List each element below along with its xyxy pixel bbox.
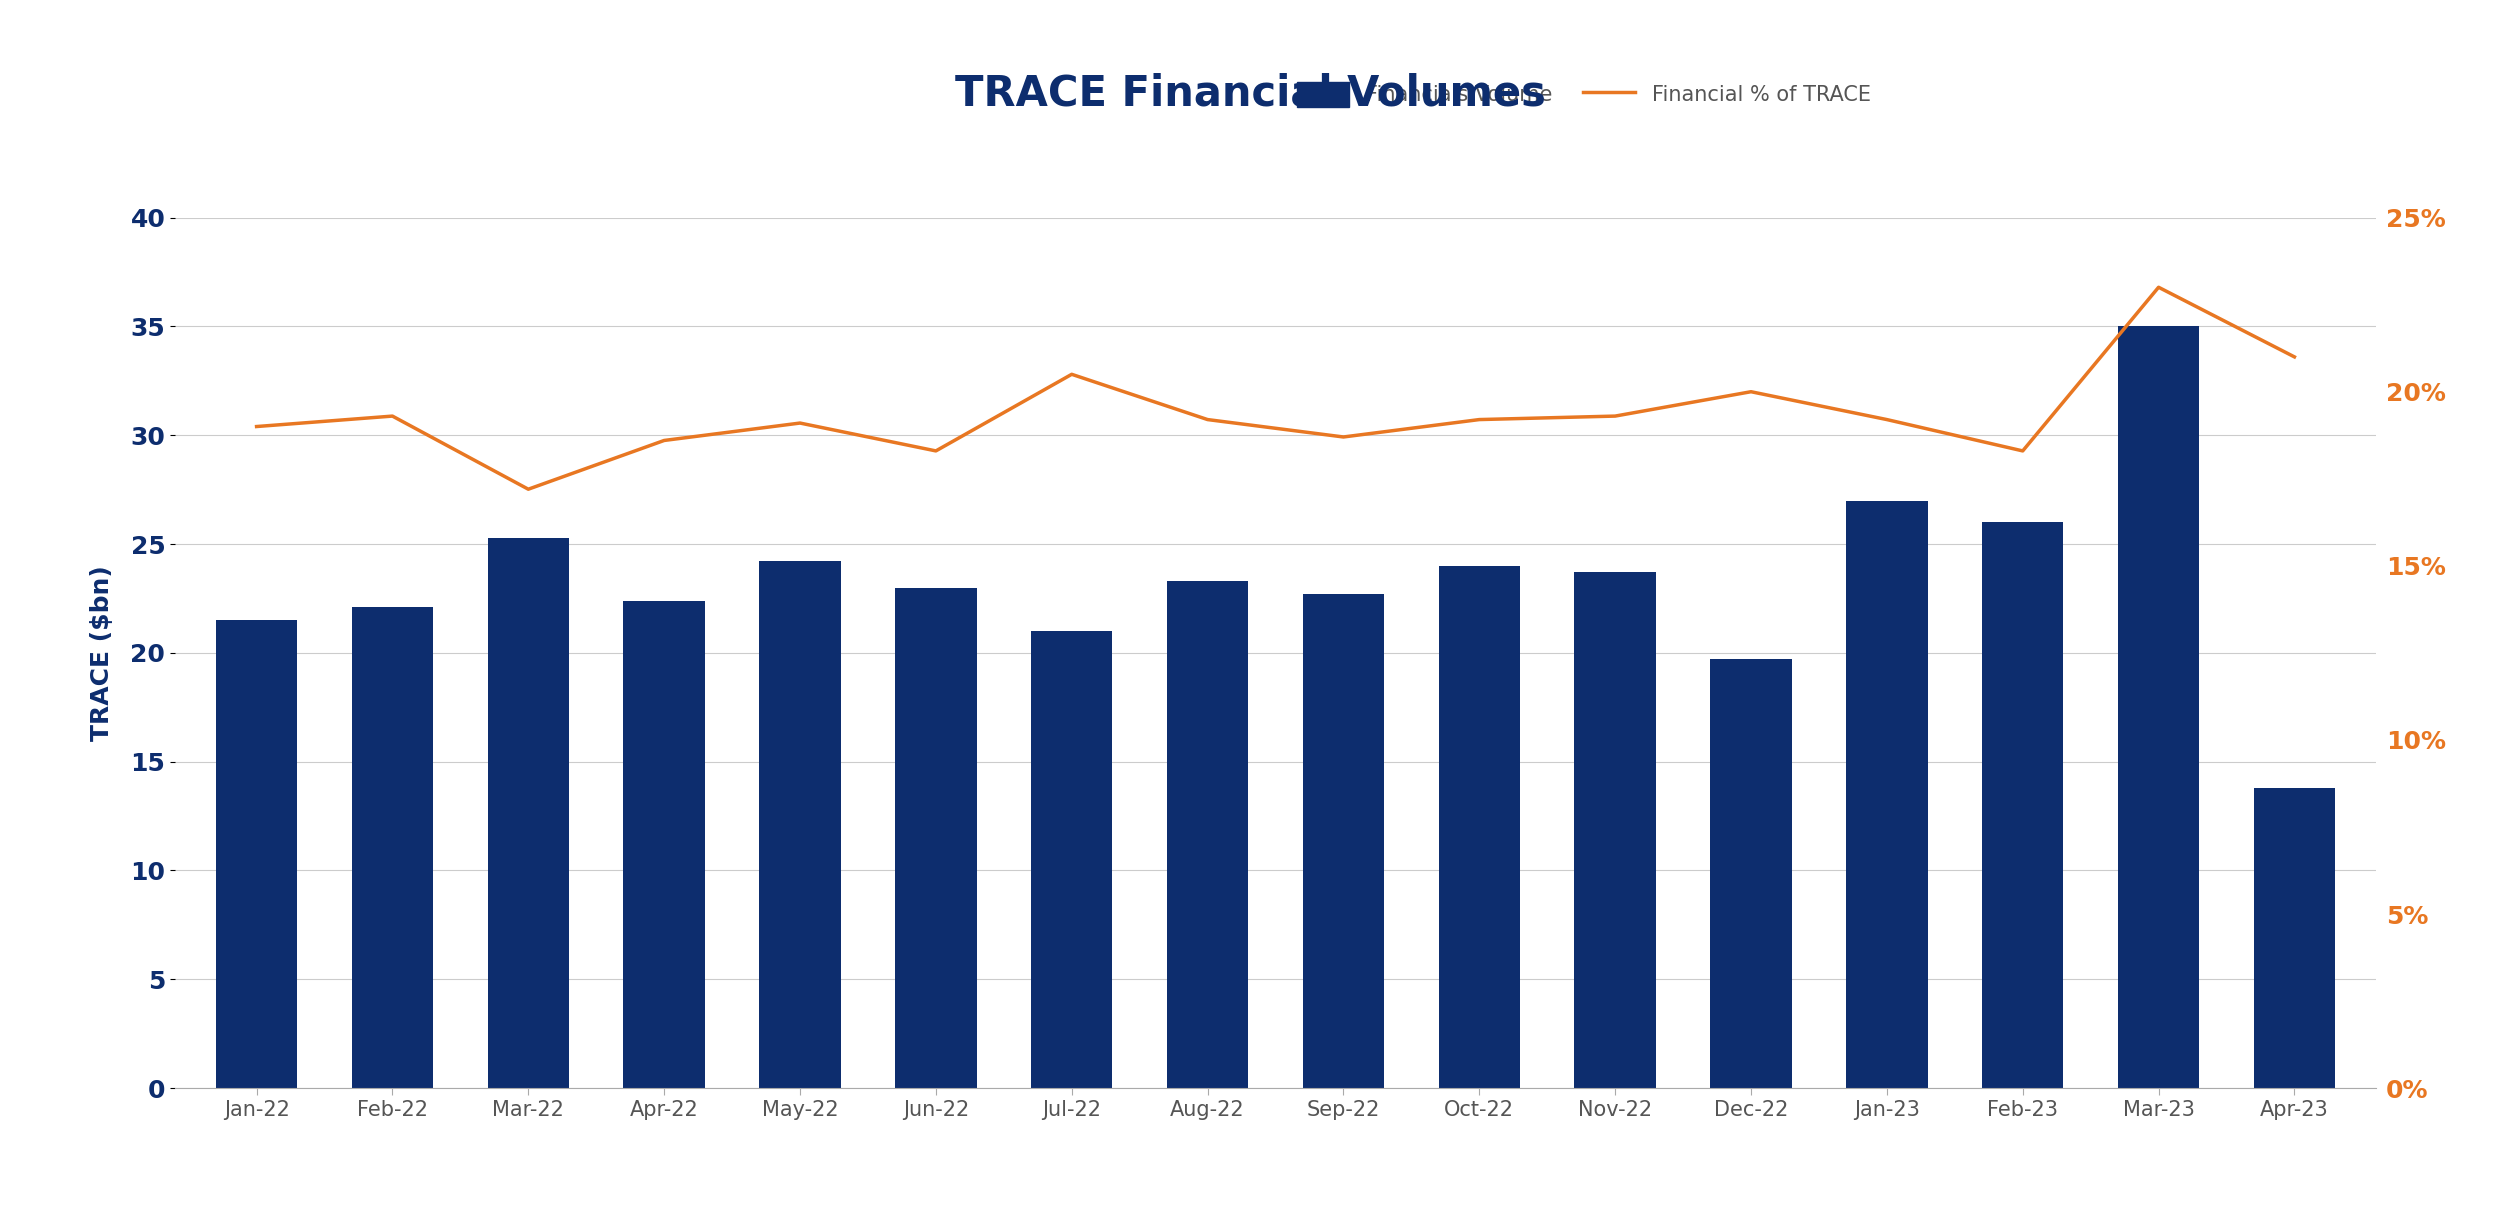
Bar — [215, 620, 298, 1088]
Bar — [1030, 631, 1113, 1088]
Bar — [1303, 594, 1383, 1088]
Bar — [760, 561, 840, 1088]
Bar — [1576, 572, 1656, 1088]
Bar — [2253, 788, 2336, 1088]
Bar — [1846, 501, 1928, 1088]
Y-axis label: TRACE ($bn): TRACE ($bn) — [90, 565, 113, 741]
Bar — [1168, 582, 1248, 1088]
Bar — [895, 588, 975, 1088]
Bar — [1438, 566, 1521, 1088]
Bar — [353, 607, 433, 1088]
Text: TRACE Financial Volumes: TRACE Financial Volumes — [955, 73, 1546, 115]
Bar — [488, 538, 570, 1088]
Bar — [1711, 659, 1791, 1088]
Legend: Financials Volume, Financial % of TRACE: Financials Volume, Financial % of TRACE — [1286, 71, 1881, 117]
Bar — [623, 601, 705, 1088]
Bar — [1981, 522, 2063, 1088]
Bar — [2118, 326, 2198, 1088]
